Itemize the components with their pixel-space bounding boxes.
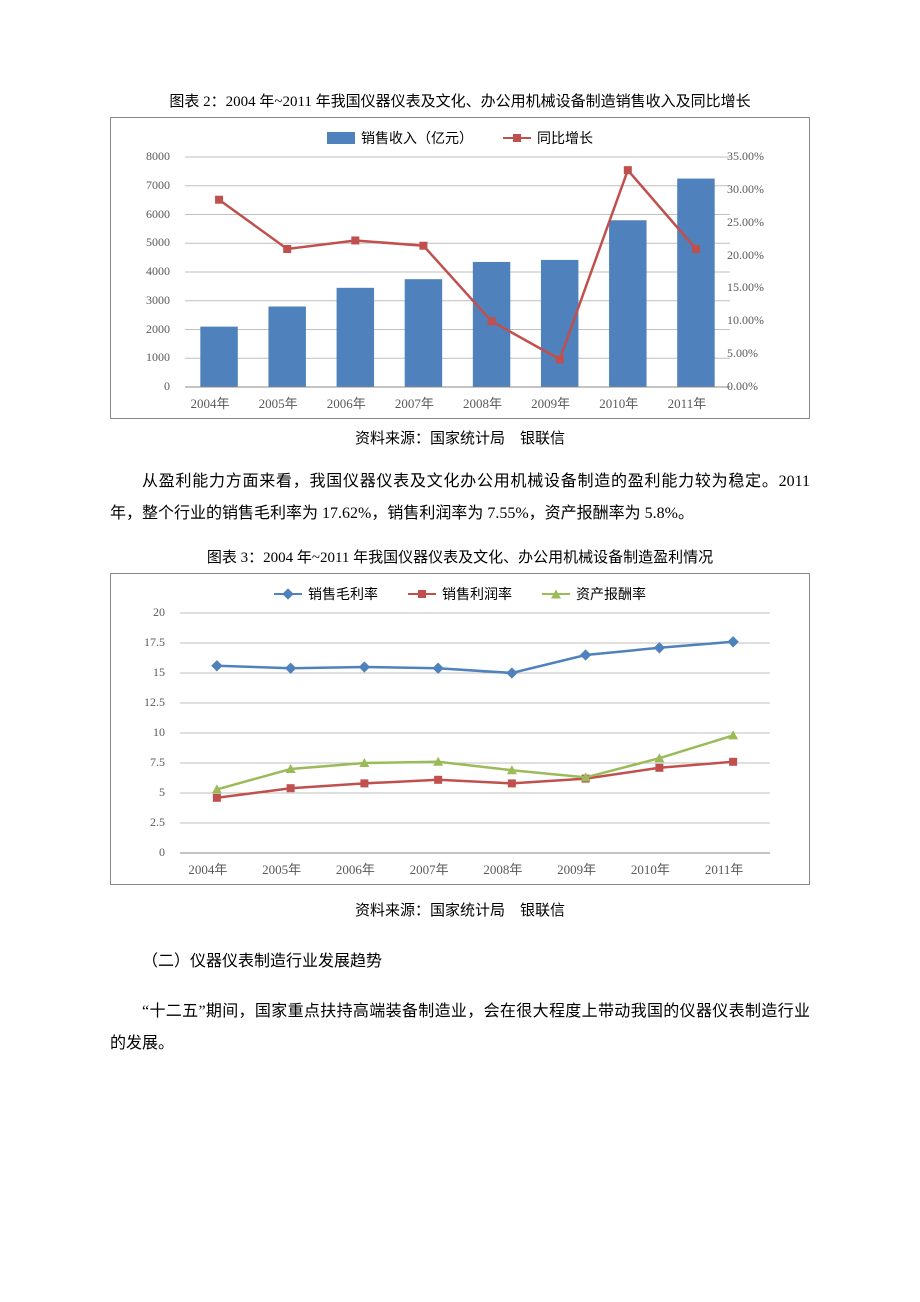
chart3-plot: 02.557.51012.51517.5202004年2005年2006年200…	[121, 608, 799, 878]
chart2-legend-bar-label: 销售收入（亿元）	[361, 128, 473, 148]
paragraph-2: “十二五”期间，国家重点扶持高端装备制造业，会在很大程度上带动我国的仪器仪表制造…	[110, 996, 810, 1060]
chart3-legend-a-label: 销售毛利率	[308, 584, 378, 604]
chart3-source: 资料来源：国家统计局 银联信	[110, 899, 810, 920]
line-swatch-icon	[274, 588, 302, 600]
chart2-legend: 销售收入（亿元） 同比增长	[121, 128, 799, 148]
section-heading: （二）仪器仪表制造行业发展趋势	[110, 946, 810, 978]
chart2-box: 销售收入（亿元） 同比增长 01000200030004000500060007…	[110, 117, 810, 419]
chart3-title: 图表 3：2004 年~2011 年我国仪器仪表及文化、办公用机械设备制造盈利情…	[110, 546, 810, 567]
chart3-legend-c-label: 资产报酬率	[576, 584, 646, 604]
chart3-legend-c: 资产报酬率	[542, 584, 646, 604]
chart2-plot: 0100020003000400050006000700080000.00%5.…	[121, 152, 799, 412]
bar-swatch-icon	[327, 132, 355, 144]
line-swatch-icon	[503, 132, 531, 144]
chart3-legend-a: 销售毛利率	[274, 584, 378, 604]
chart3-legend: 销售毛利率 销售利润率 资产报酬率	[121, 584, 799, 604]
line-swatch-icon	[408, 588, 436, 600]
chart3-legend-b: 销售利润率	[408, 584, 512, 604]
chart2-legend-line: 同比增长	[503, 128, 593, 148]
paragraph-1: 从盈利能力方面来看，我国仪器仪表及文化办公用机械设备制造的盈利能力较为稳定。20…	[110, 466, 810, 530]
chart2-legend-line-label: 同比增长	[537, 128, 593, 148]
line-swatch-icon	[542, 588, 570, 600]
chart3-legend-b-label: 销售利润率	[442, 584, 512, 604]
chart2-title: 图表 2：2004 年~2011 年我国仪器仪表及文化、办公用机械设备制造销售收…	[110, 90, 810, 111]
chart2-source: 资料来源：国家统计局 银联信	[110, 427, 810, 448]
chart3-box: 销售毛利率 销售利润率 资产报酬率 02.557.51012.51517.520…	[110, 573, 810, 885]
chart2-legend-bar: 销售收入（亿元）	[327, 128, 473, 148]
